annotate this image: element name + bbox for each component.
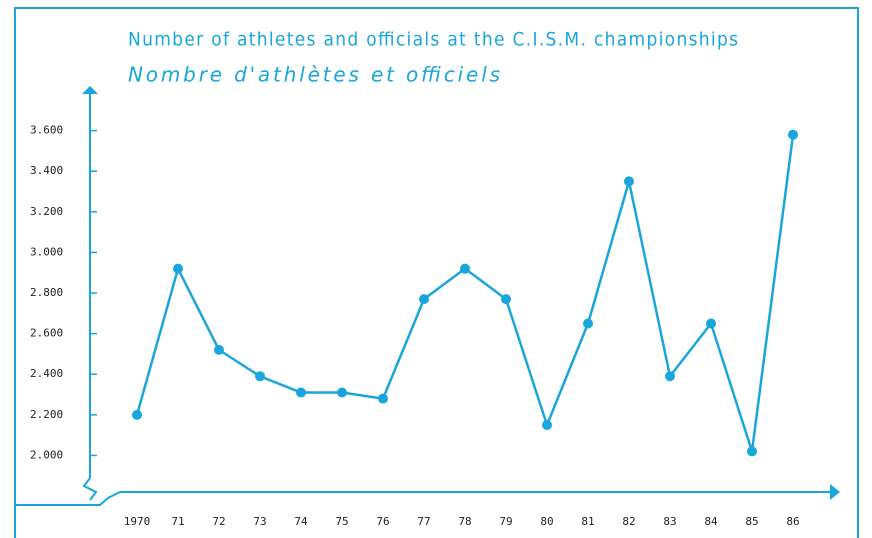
data-point (460, 263, 470, 274)
border (14, 7, 859, 538)
y-tick-label: 2.600 (30, 327, 63, 340)
x-tick-label: 79 (499, 515, 512, 528)
data-point (706, 318, 716, 329)
x-tick-label: 78 (458, 515, 471, 528)
x-tick-label: 76 (376, 515, 389, 528)
data-point (337, 387, 347, 398)
chart-title: Number of athletes and officials at the … (128, 29, 738, 51)
y-tick-label: 2.400 (30, 367, 63, 380)
data-point (788, 129, 798, 140)
x-tick-label: 74 (294, 515, 308, 528)
data-point (542, 420, 552, 430)
y-tick-label: 3.600 (30, 124, 63, 137)
y-tick-label: 2.000 (30, 448, 63, 461)
x-tick-label: 77 (417, 515, 430, 528)
x-tick-label: 1970 (124, 515, 151, 528)
data-point (747, 446, 757, 457)
data-point (665, 371, 675, 382)
x-tick-label: 75 (335, 515, 348, 528)
data-point (214, 344, 224, 355)
data-point (132, 409, 142, 420)
axis-break (82, 477, 98, 501)
x-tick-label: 71 (171, 515, 184, 528)
data-line (135, 134, 795, 453)
x-tick-label: 85 (745, 515, 758, 528)
data-point (501, 294, 511, 305)
data-point (378, 393, 388, 404)
x-arrow (830, 484, 840, 500)
data-point (173, 263, 183, 274)
x-axis (15, 491, 832, 506)
data-point (296, 387, 306, 398)
y-tick-label: 3.400 (30, 164, 63, 177)
x-tick-label: 83 (663, 515, 676, 528)
x-tick-label: 72 (212, 515, 225, 528)
x-tick-label: 84 (704, 515, 718, 528)
data-point (624, 176, 634, 187)
x-tick-label: 82 (622, 515, 635, 528)
data-point (419, 294, 429, 305)
x-tick-label: 81 (581, 515, 594, 528)
y-tick-label: 3.200 (30, 205, 63, 218)
y-tick-label: 2.800 (30, 286, 63, 299)
x-tick-label: 86 (786, 515, 799, 528)
y-tick-label: 3.000 (30, 245, 63, 258)
data-point (255, 371, 265, 382)
frame (14, 7, 859, 538)
x-tick-label: 80 (540, 515, 553, 528)
x-tick-label: 73 (253, 515, 266, 528)
y-tick-label: 2.200 (30, 408, 63, 421)
chart-subtitle: Nombre d'athlètes et officiels (128, 63, 500, 87)
y-arrow (82, 86, 98, 94)
data-point (583, 318, 593, 329)
